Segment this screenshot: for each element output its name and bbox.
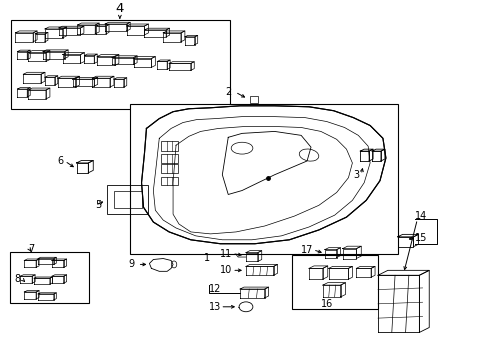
Bar	[10, 252, 89, 303]
Text: 3: 3	[353, 170, 359, 180]
Text: 12: 12	[208, 284, 221, 294]
Text: 13: 13	[208, 302, 221, 312]
Text: 1: 1	[203, 252, 209, 262]
Bar	[161, 141, 178, 151]
Text: 8: 8	[15, 274, 20, 284]
Text: 11: 11	[220, 249, 232, 258]
Text: 10: 10	[220, 265, 232, 275]
Bar	[129, 104, 397, 253]
Polygon shape	[141, 106, 385, 244]
Bar	[249, 96, 257, 103]
Text: 4: 4	[116, 2, 124, 15]
Text: 15: 15	[415, 233, 427, 243]
Bar	[107, 185, 148, 214]
Text: 7: 7	[28, 244, 35, 254]
Bar	[11, 20, 230, 109]
Text: 5: 5	[95, 200, 102, 210]
Text: 14: 14	[415, 211, 427, 221]
Bar	[161, 154, 178, 163]
Bar	[161, 177, 178, 185]
Text: 6: 6	[58, 156, 64, 166]
Text: 17: 17	[301, 245, 313, 255]
Bar	[292, 255, 377, 309]
Text: 9: 9	[128, 260, 135, 269]
Text: 16: 16	[320, 299, 332, 309]
Bar	[114, 190, 141, 208]
Bar	[161, 164, 178, 173]
Text: 2: 2	[225, 87, 231, 97]
